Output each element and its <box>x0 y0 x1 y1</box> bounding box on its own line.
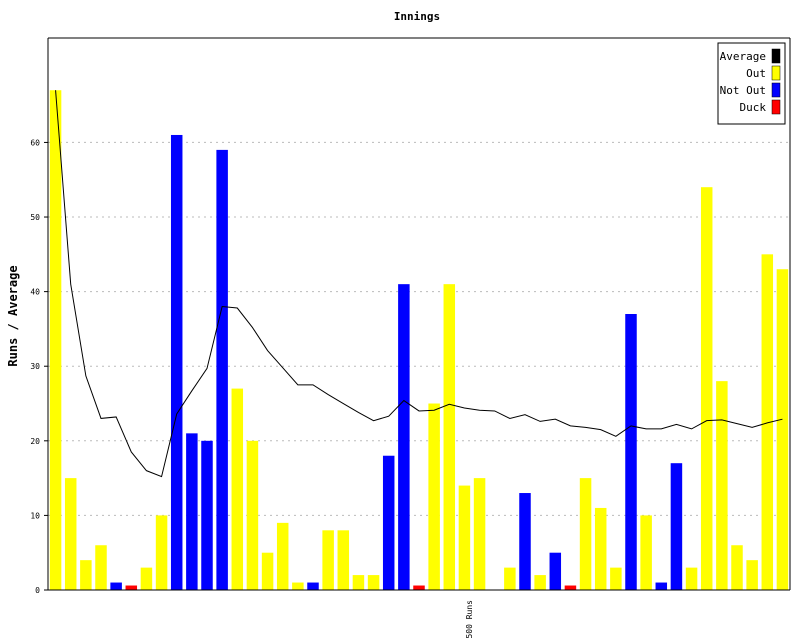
bar <box>110 582 122 590</box>
bar <box>49 90 62 590</box>
bar <box>473 478 486 590</box>
bar <box>610 567 622 590</box>
average-series <box>55 90 783 478</box>
legend-label: Average <box>720 50 766 63</box>
chart-title: Innings <box>394 10 440 23</box>
bar <box>398 284 410 590</box>
bar <box>458 485 471 590</box>
bar <box>564 585 577 590</box>
bar <box>731 545 743 590</box>
bar <box>504 567 516 590</box>
bar <box>519 493 531 590</box>
y-tick-label: 30 <box>30 362 40 371</box>
bar <box>625 314 637 590</box>
bar <box>201 440 213 590</box>
legend-label: Not Out <box>720 84 766 97</box>
bar <box>322 530 334 590</box>
milestone-label: 500 Runs <box>465 600 474 639</box>
bar <box>170 134 183 590</box>
milestone-markers: 500 Runs <box>465 600 474 639</box>
legend: Average Out Not Out Duck <box>717 42 786 125</box>
bar <box>80 560 92 590</box>
legend-swatch <box>771 99 781 115</box>
average-line <box>55 90 783 478</box>
bar <box>640 515 652 590</box>
bar <box>443 284 456 590</box>
bar <box>761 254 774 590</box>
bar <box>337 530 350 590</box>
bar-series <box>49 90 789 590</box>
bar <box>413 585 425 590</box>
axes <box>47 37 791 591</box>
bar <box>292 582 304 590</box>
y-tick-labels: 0 10 20 30 40 50 60 <box>30 138 48 595</box>
legend-label: Out <box>746 67 766 80</box>
bar <box>186 433 198 590</box>
bar <box>140 567 153 590</box>
bar <box>716 381 728 590</box>
bar <box>352 575 365 590</box>
y-tick-label: 60 <box>30 138 40 147</box>
legend-swatch <box>771 82 781 98</box>
bar <box>534 575 546 590</box>
bar <box>655 582 668 590</box>
y-tick-label: 50 <box>30 213 40 222</box>
y-tick-label: 0 <box>35 586 40 595</box>
bar <box>579 478 592 590</box>
bar <box>594 507 607 590</box>
bar <box>64 478 77 590</box>
bar <box>685 567 698 590</box>
bar <box>125 585 138 590</box>
y-tick-label: 20 <box>30 437 40 446</box>
bar <box>382 455 395 590</box>
bar <box>261 552 274 590</box>
bar <box>700 187 713 590</box>
bar <box>276 522 289 590</box>
bar <box>549 552 562 590</box>
bar <box>428 403 440 590</box>
grid-lines <box>48 141 790 516</box>
bar <box>670 463 683 590</box>
bar <box>95 545 107 590</box>
y-tick-label: 10 <box>30 511 40 520</box>
legend-label: Duck <box>740 101 767 114</box>
legend-swatch <box>771 48 781 64</box>
bar <box>367 575 380 590</box>
y-axis-label: Runs / Average <box>6 265 20 366</box>
bar <box>776 269 789 590</box>
y-tick-label: 40 <box>30 288 40 297</box>
bar <box>246 440 259 590</box>
bar <box>155 515 168 590</box>
bar <box>307 582 319 590</box>
bar <box>231 388 244 590</box>
bar <box>216 149 228 590</box>
legend-swatch <box>771 65 781 81</box>
bar <box>746 560 758 590</box>
